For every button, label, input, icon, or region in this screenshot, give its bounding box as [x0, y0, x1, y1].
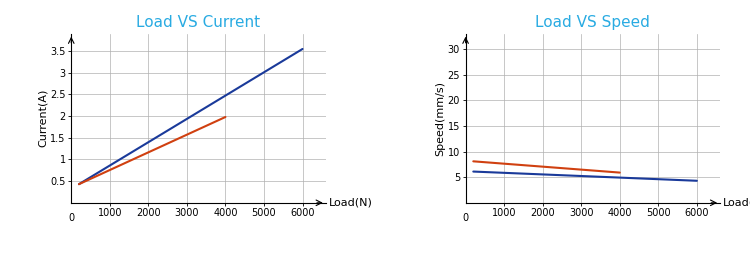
Text: 0: 0 — [463, 213, 469, 223]
Y-axis label: Speed(mm/s): Speed(mm/s) — [435, 81, 445, 156]
Text: Load(N): Load(N) — [328, 198, 373, 208]
Title: Load VS Current: Load VS Current — [136, 15, 260, 30]
Text: 0: 0 — [68, 213, 74, 223]
Y-axis label: Current(A): Current(A) — [38, 89, 47, 147]
Title: Load VS Speed: Load VS Speed — [536, 15, 650, 30]
Text: Load(N): Load(N) — [723, 198, 750, 208]
